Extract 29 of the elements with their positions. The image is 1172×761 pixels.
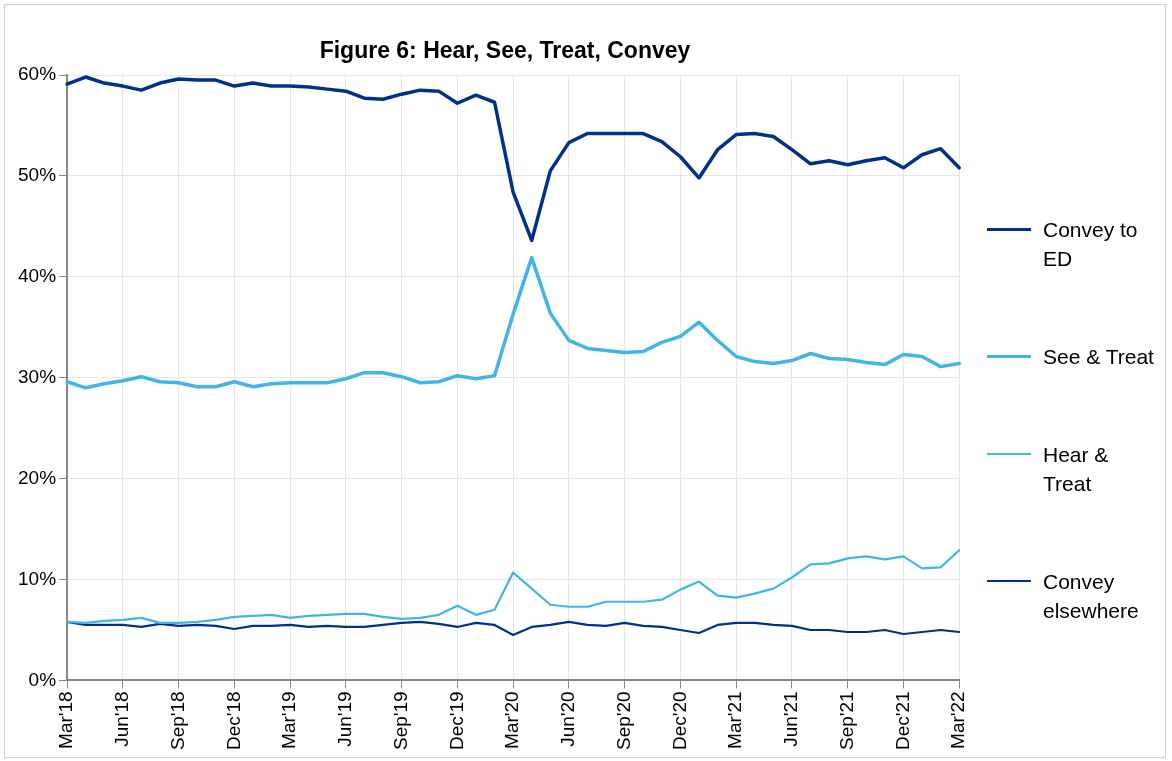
x-tick-label: Sep'18 xyxy=(166,691,188,751)
y-tick-label: 50% xyxy=(18,164,57,186)
x-tick-label: Jun'19 xyxy=(334,691,356,747)
y-tick-label: 30% xyxy=(18,365,57,387)
x-tick-label: Dec'21 xyxy=(891,691,913,750)
legend-label: Convey elsewhere xyxy=(1043,569,1140,624)
chart-title: Figure 6: Hear, See, Treat, Convey xyxy=(318,37,692,64)
x-tick-label: Mar'21 xyxy=(724,691,746,749)
x-tick-label: Mar'20 xyxy=(501,691,523,749)
y-tick-label: 10% xyxy=(18,567,57,589)
x-tick-label: Sep'21 xyxy=(835,691,857,751)
x-tick-label: Dec'18 xyxy=(222,691,244,750)
x-tick-label: Jun'21 xyxy=(780,691,802,747)
y-tick-label: 40% xyxy=(18,265,57,287)
x-tick-label: Sep'19 xyxy=(389,691,411,751)
x-tick-label: Sep'20 xyxy=(612,691,634,751)
y-tick-label: 20% xyxy=(18,466,57,488)
y-tick-label: 60% xyxy=(18,63,57,85)
legend-label: Convey to ED xyxy=(1043,217,1139,272)
x-tick-label: Jun'18 xyxy=(111,691,133,747)
x-tick-label: Dec'20 xyxy=(668,691,690,750)
x-tick-label: Mar'19 xyxy=(278,691,300,749)
x-tick-label: Mar'18 xyxy=(55,691,77,749)
legend-label: See & Treat xyxy=(1043,344,1154,370)
y-tick-label: 0% xyxy=(28,668,57,690)
x-tick-label: Dec'19 xyxy=(445,691,467,750)
x-tick-label: Mar'22 xyxy=(947,691,969,749)
legend-label: Hear & Treat xyxy=(1043,442,1110,497)
x-tick-label: Jun'20 xyxy=(557,691,579,747)
